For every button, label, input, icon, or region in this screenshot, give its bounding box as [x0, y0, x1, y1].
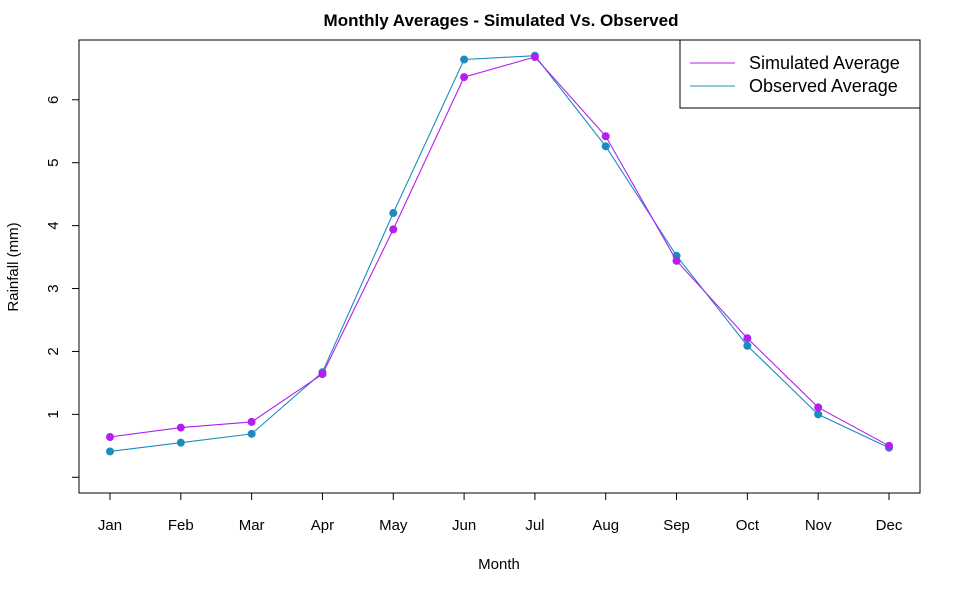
- x-tick-label: Jul: [525, 517, 544, 534]
- data-point: [814, 410, 823, 419]
- x-tick-label: Aug: [592, 517, 619, 534]
- legend-box: [679, 39, 921, 109]
- x-axis: Jan Feb Mar Apr May Jun Jul Aug Sep Oct Nov Dec: [98, 493, 903, 534]
- x-tick-label: Oct: [736, 517, 760, 534]
- y-axis-label: Rainfall (mm): [5, 222, 22, 311]
- x-tick-label: Mar: [239, 517, 265, 534]
- data-point: [176, 438, 185, 447]
- data-point: [460, 73, 469, 82]
- series-simulated: [106, 52, 893, 450]
- data-point: [318, 370, 327, 379]
- plot-frame: [78, 39, 921, 494]
- data-point: [743, 334, 752, 343]
- legend: Simulated Average Observed Average: [679, 39, 921, 109]
- x-tick-label: Feb: [168, 517, 194, 534]
- data-point: [106, 447, 114, 456]
- y-tick-label: 1: [45, 410, 62, 418]
- y-tick-label: 3: [45, 284, 62, 292]
- data-point: [672, 256, 681, 265]
- x-axis-label: Month: [478, 556, 520, 573]
- y-tick-label: 2: [45, 347, 62, 355]
- data-point: [389, 225, 398, 234]
- y-tick-label: 5: [45, 159, 62, 167]
- series-layer: [106, 51, 893, 456]
- y-tick-label: 6: [45, 96, 62, 104]
- data-point: [247, 429, 256, 438]
- data-point: [885, 441, 893, 450]
- data-point: [247, 417, 256, 426]
- x-tick-label: Jun: [452, 517, 476, 534]
- series-line: [109, 55, 890, 453]
- x-tick-label: Dec: [876, 517, 903, 534]
- data-point: [460, 55, 469, 64]
- series-line: [109, 56, 890, 447]
- x-tick-label: May: [379, 517, 408, 534]
- x-tick-label: Sep: [663, 517, 690, 534]
- data-point: [106, 433, 114, 442]
- data-point: [601, 132, 610, 141]
- x-tick-label: Nov: [805, 517, 832, 534]
- chart-title: Monthly Averages - Simulated Vs. Observe…: [324, 11, 679, 30]
- data-point: [389, 209, 398, 218]
- data-point: [601, 142, 610, 151]
- x-tick-label: Jan: [98, 517, 122, 534]
- data-point: [530, 52, 539, 61]
- y-axis: 1 2 3 4 5 6: [45, 96, 79, 478]
- legend-label: Observed Average: [749, 76, 898, 96]
- series-observed: [106, 51, 893, 456]
- data-point: [743, 341, 752, 350]
- y-tick-label: 4: [45, 221, 62, 229]
- legend-label: Simulated Average: [749, 53, 900, 73]
- data-point: [814, 403, 823, 412]
- x-tick-label: Apr: [311, 517, 334, 534]
- data-point: [176, 423, 185, 432]
